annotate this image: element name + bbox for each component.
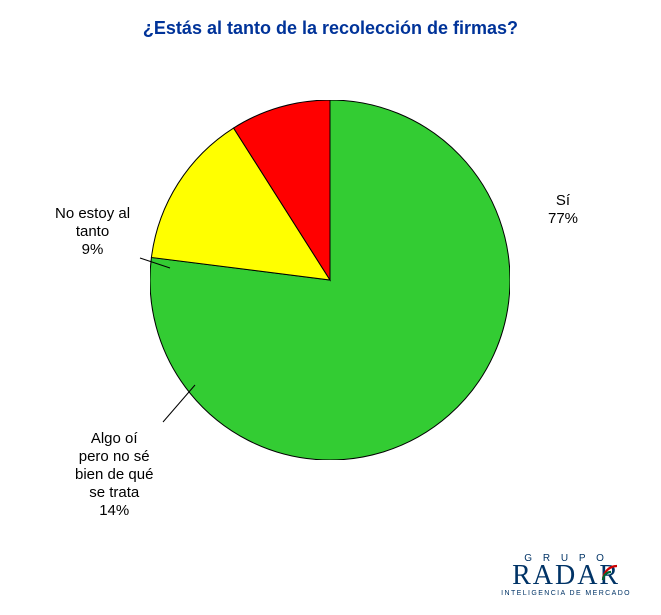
- pie-svg: [150, 100, 510, 460]
- radar-arcs-icon: [601, 554, 631, 584]
- chart-title: ¿Estás al tanto de la recolección de fir…: [0, 18, 661, 39]
- pie-chart: [150, 100, 510, 460]
- slice-label: Sí 77%: [548, 192, 578, 228]
- slice-label: No estoy al tanto 9%: [55, 205, 130, 259]
- slice-label: Algo oí pero no sé bien de qué se trata …: [75, 430, 153, 520]
- logo-main: RADAR: [501, 560, 631, 592]
- brand-logo: G R U P O RADAR INTELIGENCIA DE MERCADO: [501, 553, 631, 597]
